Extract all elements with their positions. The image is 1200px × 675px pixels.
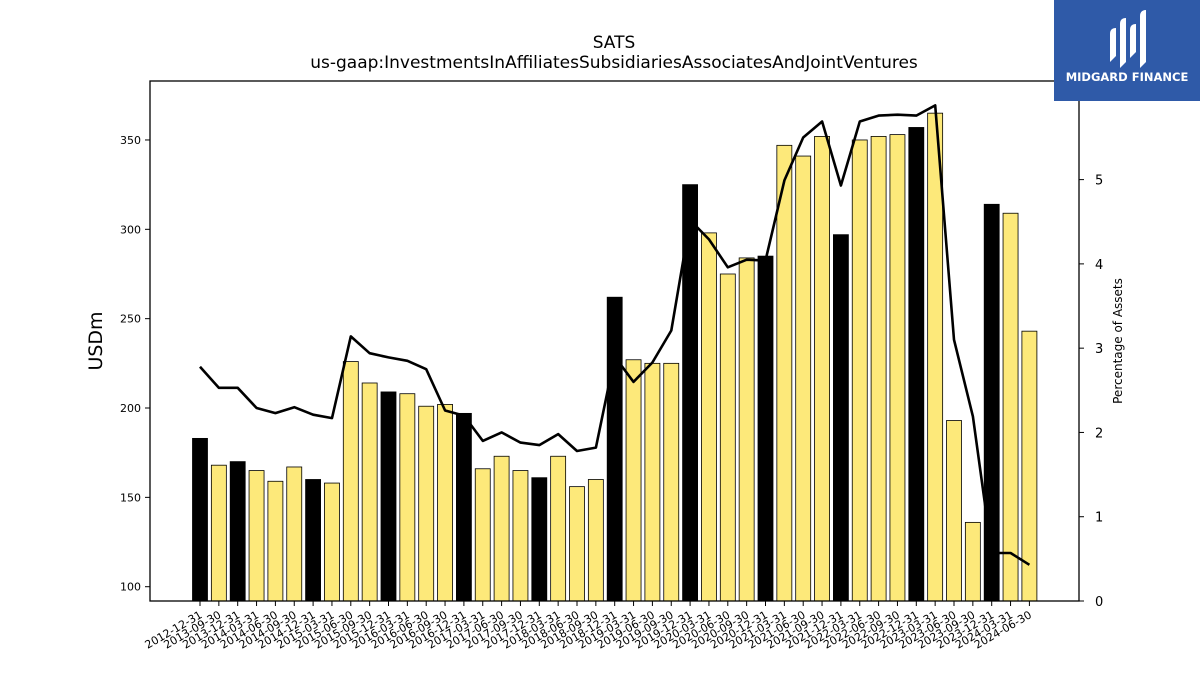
bar: [229, 461, 246, 602]
bar: [210, 464, 227, 602]
y-axis-label: USDm: [85, 311, 107, 370]
y2-tick-label: 5: [1095, 174, 1103, 189]
bar: [625, 359, 642, 602]
y-tick-label: 250: [120, 313, 141, 326]
bar: [606, 296, 623, 602]
bar: [644, 362, 661, 602]
y2-tick-label: 3: [1095, 342, 1103, 357]
bar: [512, 470, 529, 602]
bar: [399, 393, 416, 602]
bar: [550, 455, 567, 602]
y-tick-label: 100: [120, 581, 141, 594]
y2-tick-label: 0: [1095, 595, 1103, 610]
bar: [286, 466, 303, 602]
bar: [192, 437, 208, 602]
bar: [738, 257, 755, 602]
bar: [908, 127, 925, 602]
bar: [342, 361, 359, 602]
bar: [889, 134, 906, 602]
y-tick-label: 200: [120, 402, 141, 415]
bar: [437, 404, 453, 602]
bar: [324, 482, 340, 602]
bar: [814, 135, 830, 602]
right-axis-ticks: 0 1 2 3 4 5: [1079, 174, 1103, 610]
bar: [305, 479, 322, 602]
bar: [833, 234, 849, 602]
bar: [795, 155, 812, 602]
y-tick-label: 150: [120, 491, 141, 504]
bar: [719, 273, 736, 602]
logo-text: MIDGARD FINANCE: [1065, 70, 1189, 84]
y2-tick-label: 1: [1095, 511, 1103, 526]
y2-tick-label: 2: [1095, 426, 1103, 441]
bar: [267, 480, 284, 602]
midgard-finance-logo: MIDGARD FINANCE: [1054, 0, 1200, 101]
bar: [493, 455, 510, 602]
bar: [361, 382, 378, 602]
midgard-logo-icon: [1110, 10, 1146, 68]
chart-subtitle: us-gaap:InvestmentsInAffiliatesSubsidiar…: [310, 53, 918, 73]
bar: [757, 255, 774, 602]
bar: [380, 391, 397, 602]
bar: [701, 232, 717, 602]
bar: [587, 479, 604, 602]
bar: [1002, 212, 1019, 602]
bar: [248, 470, 265, 602]
bar: [851, 139, 868, 602]
y-tick-label: 350: [120, 134, 141, 147]
chart-title: SATS: [593, 33, 636, 53]
bar: [474, 468, 491, 602]
y-tick-label: 300: [120, 223, 141, 236]
bar: [455, 412, 472, 602]
bar: [663, 362, 680, 602]
percentage-line: [199, 104, 1031, 566]
y2-axis-label: Percentage of Assets: [1111, 278, 1125, 404]
left-axis-ticks: 100 150 200 250 300 350: [120, 134, 150, 594]
bar: [964, 521, 981, 602]
bar: [569, 486, 585, 602]
bar: [418, 405, 435, 602]
bar: [531, 477, 548, 602]
y2-tick-label: 4: [1095, 258, 1103, 273]
bar: [946, 420, 962, 602]
bar-series: [192, 112, 1038, 602]
x-axis-ticks: 2012-12-312013-09-302013-12-312014-03-31…: [143, 601, 1034, 652]
bar: [983, 203, 1000, 602]
bar: [776, 144, 793, 602]
bar: [870, 135, 887, 602]
